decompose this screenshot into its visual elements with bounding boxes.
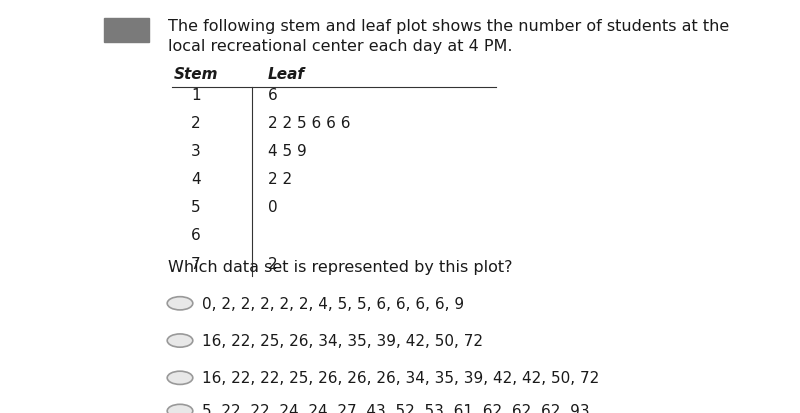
Text: 0: 0: [268, 200, 278, 215]
Text: Stem: Stem: [174, 67, 218, 82]
Text: 3: 3: [191, 144, 201, 159]
Text: 7: 7: [191, 256, 201, 271]
Text: 2: 2: [268, 256, 278, 271]
Text: 6: 6: [268, 88, 278, 102]
Text: local recreational center each day at 4 PM.: local recreational center each day at 4 …: [168, 39, 513, 54]
Text: 0, 2, 2, 2, 2, 2, 4, 5, 5, 6, 6, 6, 6, 9: 0, 2, 2, 2, 2, 2, 4, 5, 5, 6, 6, 6, 6, 9: [202, 296, 465, 311]
Text: 16, 22, 22, 25, 26, 26, 26, 34, 35, 39, 42, 42, 50, 72: 16, 22, 22, 25, 26, 26, 26, 34, 35, 39, …: [202, 370, 600, 385]
Text: 4: 4: [191, 172, 201, 187]
Text: Which data set is represented by this plot?: Which data set is represented by this pl…: [168, 259, 513, 274]
Text: 2 2: 2 2: [268, 172, 292, 187]
Text: 1: 1: [191, 88, 201, 102]
Text: Leaf: Leaf: [268, 67, 305, 82]
Text: 2 2 5 6 6 6: 2 2 5 6 6 6: [268, 116, 350, 131]
Text: 6: 6: [191, 228, 201, 243]
Text: 16, 22, 25, 26, 34, 35, 39, 42, 50, 72: 16, 22, 25, 26, 34, 35, 39, 42, 50, 72: [202, 333, 483, 348]
Text: 5, 22, 22, 24, 24, 27, 43, 52, 53, 61, 62, 62, 62, 93: 5, 22, 22, 24, 24, 27, 43, 52, 53, 61, 6…: [202, 404, 590, 413]
Text: ✏: ✏: [121, 20, 132, 34]
Text: 2: 2: [191, 116, 201, 131]
Text: The following stem and leaf plot shows the number of students at the: The following stem and leaf plot shows t…: [168, 19, 730, 34]
Text: 5: 5: [191, 200, 201, 215]
Text: 4 5 9: 4 5 9: [268, 144, 306, 159]
